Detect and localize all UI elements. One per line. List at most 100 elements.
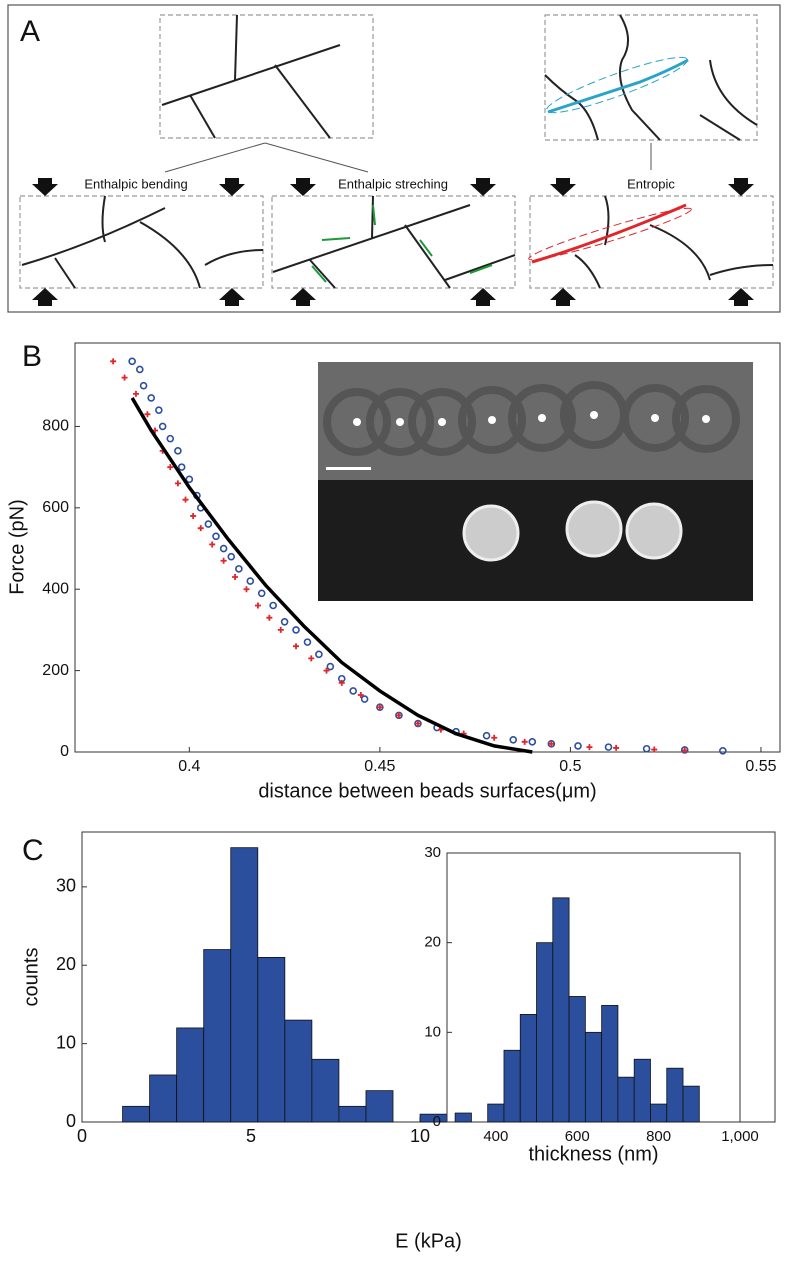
data-point (349, 687, 357, 695)
x-axis-label: distance between beads surfaces(μm) (258, 780, 596, 802)
bar (454, 1112, 472, 1123)
data-point (395, 712, 402, 719)
bar (122, 1105, 151, 1123)
x-tick-label: 1,000 (721, 1128, 759, 1145)
y-tick-label: 800 (42, 418, 69, 435)
x-tick-label: 400 (483, 1128, 508, 1145)
y-tick-label: 600 (42, 499, 69, 516)
data-point (376, 704, 383, 711)
panel-label: A (20, 15, 40, 48)
panel-label: B (22, 340, 42, 373)
fit-line (130, 397, 533, 754)
network-box (271, 195, 516, 289)
bar (365, 1090, 394, 1123)
bar (257, 957, 286, 1123)
y-tick-label: 200 (42, 662, 69, 679)
strain-arrow (311, 204, 493, 283)
bar (633, 1058, 651, 1123)
x-tick-label: 0.5 (559, 758, 581, 775)
bar (682, 1085, 700, 1123)
network (21, 195, 264, 289)
bar (230, 847, 259, 1123)
bar (536, 942, 554, 1123)
network (544, 14, 758, 141)
data-point (185, 475, 194, 484)
bead-rings (323, 381, 740, 456)
x-tick-label: 10 (410, 1126, 430, 1146)
bar (552, 897, 570, 1123)
diagram-label: Enthalpic streching (338, 176, 448, 191)
data-point (277, 626, 284, 633)
data-point (182, 496, 189, 503)
data-point (174, 447, 182, 455)
data-point (166, 434, 175, 443)
x-tick-label: 0 (77, 1126, 87, 1146)
data-point (326, 662, 335, 671)
network-box (159, 14, 374, 139)
data-point (491, 734, 498, 741)
data-point (204, 520, 213, 528)
data-point (315, 650, 323, 659)
bar (149, 1074, 178, 1123)
network (574, 195, 774, 289)
x-tick-label: 600 (565, 1128, 590, 1145)
data-point (509, 735, 518, 744)
data-point (243, 586, 250, 593)
y-tick-label: 0 (60, 743, 69, 760)
x-axis-label: thickness (nm) (528, 1143, 658, 1165)
data-point (574, 742, 582, 750)
data-point (212, 532, 220, 541)
x-tick-label: 5 (246, 1126, 256, 1146)
data-point (190, 512, 197, 519)
data-point (360, 695, 369, 703)
bar (666, 1067, 684, 1123)
fluorescence-image (318, 480, 753, 601)
data-point (132, 390, 139, 397)
data-point (323, 667, 330, 674)
data-point (121, 374, 128, 381)
data-point (586, 744, 593, 751)
data-point (521, 738, 528, 745)
bar (311, 1058, 340, 1123)
bar (338, 1105, 367, 1123)
bar (584, 1031, 603, 1123)
scale-bar (326, 467, 371, 470)
data-point (269, 601, 277, 610)
data-point (219, 544, 228, 553)
y-axis-label: counts (20, 948, 42, 1007)
fluctuation (545, 56, 689, 114)
bar (650, 1103, 668, 1123)
x-tick-label: 0.45 (364, 758, 395, 775)
y-tick-label: 30 (56, 876, 76, 896)
data-point (528, 738, 537, 746)
bar (519, 1014, 537, 1123)
data-point (254, 602, 261, 609)
diagram-label: Entropic (627, 176, 675, 191)
fluctuation (528, 207, 692, 261)
data-point (220, 557, 227, 564)
data-point (257, 589, 266, 598)
x-tick-label: 0.4 (178, 758, 200, 775)
data-point (338, 679, 345, 686)
data-point (144, 411, 151, 418)
data-point (155, 406, 163, 414)
data-point (293, 643, 300, 650)
network (272, 195, 516, 289)
data-point (209, 541, 216, 548)
x-axis-label: E (kPa) (395, 1230, 462, 1252)
data-point (280, 617, 289, 626)
data-point (482, 731, 491, 740)
data-point (235, 565, 243, 573)
bar (284, 1019, 313, 1123)
data-point (128, 357, 136, 366)
y-tick-label: 0 (66, 1111, 76, 1131)
network-box (19, 195, 264, 289)
data-point (604, 743, 613, 751)
y-tick-label: 30 (424, 844, 441, 861)
x-tick-label: 0.55 (745, 758, 776, 775)
data-point (303, 638, 312, 646)
panel-a: A Enthalpic bending Enthalpic streching … (7, 4, 781, 313)
network-box (544, 14, 758, 141)
data-point (227, 552, 236, 561)
